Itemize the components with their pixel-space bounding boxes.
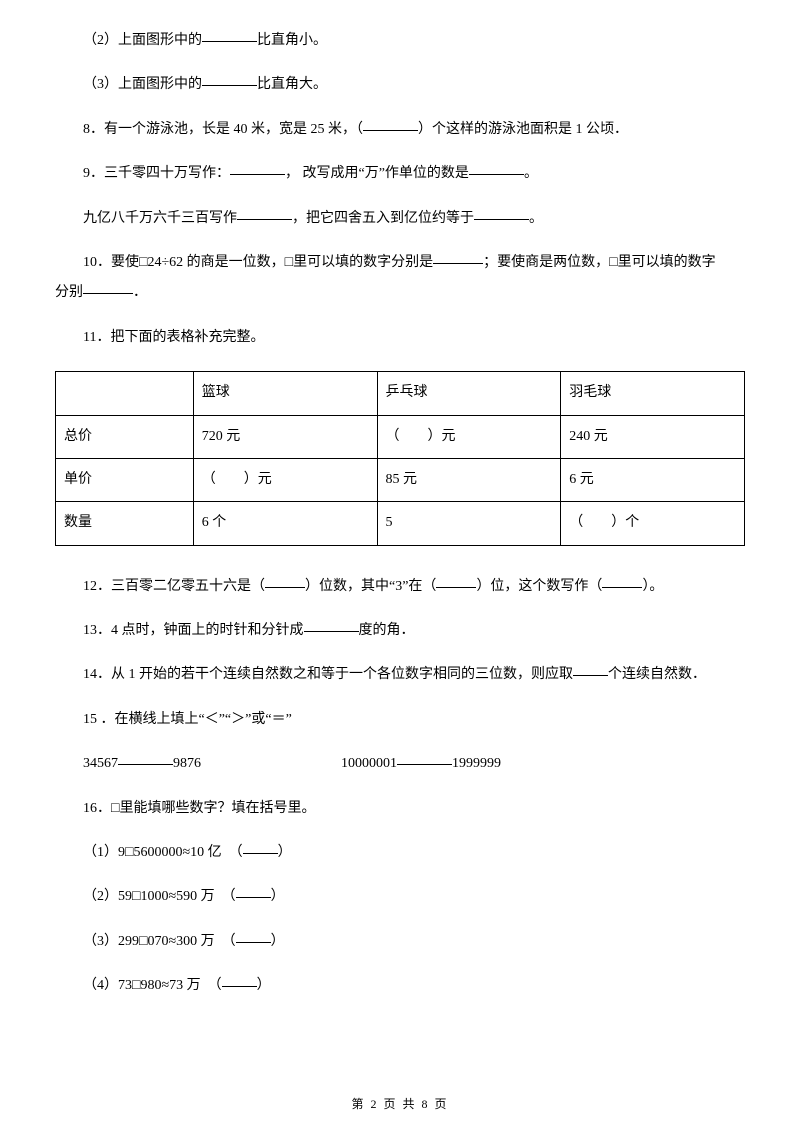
question-15: 15 ．在横线上填上“＜”“＞”或“＝” <box>55 709 745 731</box>
q12b: ）位数，其中“3”在（ <box>305 579 436 594</box>
blank <box>202 72 257 86</box>
q12d: ）。 <box>642 579 663 594</box>
q15b-left: 10000001 <box>341 756 397 771</box>
question-16-2: （2）59□1000≈590 万 （ ） <box>55 886 745 908</box>
question-14: 14．从 1 开始的若干个连续自然数之和等于一个各位数字相同的三位数，则应取 个连… <box>55 664 745 686</box>
q3-suffix: 比直角大。 <box>257 77 327 92</box>
question-9b: 九亿八千万六千三百写作 ，把它四舍五入到亿位约等于 。 <box>55 208 745 230</box>
blank <box>243 840 278 854</box>
q10d: ． <box>133 285 147 300</box>
q9b-suffix: 。 <box>529 211 543 226</box>
q9a-suffix: 。 <box>524 166 538 181</box>
question-16: 16．□里能填哪些数字？填在括号里。 <box>55 798 745 820</box>
q15a-left: 34567 <box>83 756 118 771</box>
cell: 总价 <box>56 415 194 458</box>
q16-3b: ） <box>271 934 285 949</box>
q15a-right: 9876 <box>173 756 201 771</box>
q2-suffix: 比直角小。 <box>257 33 327 48</box>
question-16-3: （3）299□070≈300 万 （ ） <box>55 931 745 953</box>
page-footer: 第 2 页 共 8 页 <box>0 1095 800 1114</box>
q3-prefix: （3）上面图形中的 <box>83 77 202 92</box>
cell: 5 <box>377 502 561 545</box>
blank <box>397 751 452 765</box>
question-9a: 9．三千零四十万写作： ， 改写成用“万”作单位的数是 。 <box>55 163 745 185</box>
q14b: 个连续自然数． <box>608 667 706 682</box>
blank <box>304 618 359 632</box>
cell: 85 元 <box>377 458 561 501</box>
blank <box>236 884 271 898</box>
blank <box>202 28 257 42</box>
q12c: ）位，这个数写作（ <box>476 579 602 594</box>
q16-text: 16．□里能填哪些数字？填在括号里。 <box>83 801 315 816</box>
question-16-4: （4）73□980≈73 万 （ ） <box>55 975 745 997</box>
cell: 数量 <box>56 502 194 545</box>
question-16-1: （1）9□5600000≈10 亿 （ ） <box>55 842 745 864</box>
blank <box>573 662 608 676</box>
question-12: 12．三百零二亿零五十六是（ ）位数，其中“3”在（ ）位，这个数写作（ ）。 <box>55 576 745 598</box>
q8-suffix: ）个这样的游泳池面积是 1 公顷． <box>418 122 628 137</box>
question-15-items: 34567 9876 10000001 1999999 <box>55 753 745 775</box>
q10c: 分别 <box>55 285 83 300</box>
blank <box>236 929 271 943</box>
q16-2a: （2）59□1000≈590 万 （ <box>83 889 236 904</box>
blank <box>83 280 133 294</box>
q10a: 10．要使□24÷62 的商是一位数，□里可以填的数字分别是 <box>83 255 433 270</box>
q13b: 度的角． <box>359 623 415 638</box>
blank <box>469 161 524 175</box>
q10b: ；要使商是两位数，□里可以填的数字 <box>483 255 715 270</box>
question-13: 13．4 点时，钟面上的时针和分针成 度的角． <box>55 620 745 642</box>
cell: （ ）元 <box>377 415 561 458</box>
q16-1b: ） <box>278 845 292 860</box>
question-3: （3）上面图形中的 比直角大。 <box>55 74 745 96</box>
cell: 240 元 <box>561 415 745 458</box>
table-row: 篮球 乒乓球 羽毛球 <box>56 372 745 415</box>
cell: 6 元 <box>561 458 745 501</box>
q16-4a: （4）73□980≈73 万 （ <box>83 978 222 993</box>
q14a: 14．从 1 开始的若干个连续自然数之和等于一个各位数字相同的三位数，则应取 <box>83 667 573 682</box>
q16-1a: （1）9□5600000≈10 亿 （ <box>83 845 243 860</box>
cell: 720 元 <box>193 415 377 458</box>
question-11-table: 篮球 乒乓球 羽毛球 总价 720 元 （ ）元 240 元 单价 （ ）元 8… <box>55 371 745 546</box>
cell: （ ）元 <box>193 458 377 501</box>
table-row: 数量 6 个 5 （ ）个 <box>56 502 745 545</box>
q15-text: 15 ．在横线上填上“＜”“＞”或“＝” <box>83 712 292 727</box>
blank <box>433 250 483 264</box>
q8-prefix: 8．有一个游泳池，长是 40 米，宽是 25 米，（ <box>83 122 363 137</box>
blank <box>230 161 285 175</box>
blank <box>474 206 529 220</box>
question-2: （2）上面图形中的 比直角小。 <box>55 30 745 52</box>
q9a-prefix: 9．三千零四十万写作： <box>83 166 230 181</box>
table-row: 单价 （ ）元 85 元 6 元 <box>56 458 745 501</box>
blank <box>265 574 305 588</box>
blank <box>602 574 642 588</box>
q9b-prefix: 九亿八千万六千三百写作 <box>83 211 237 226</box>
q13a: 13．4 点时，钟面上的时针和分针成 <box>83 623 304 638</box>
q12a: 12．三百零二亿零五十六是（ <box>83 579 265 594</box>
q16-4b: ） <box>257 978 271 993</box>
q2-prefix: （2）上面图形中的 <box>83 33 202 48</box>
cell: 单价 <box>56 458 194 501</box>
blank <box>222 973 257 987</box>
q11-text: 11．把下面的表格补充完整。 <box>83 330 264 345</box>
cell: 6 个 <box>193 502 377 545</box>
blank <box>237 206 292 220</box>
question-10-line1: 10．要使□24÷62 的商是一位数，□里可以填的数字分别是 ；要使商是两位数，□… <box>55 252 745 274</box>
cell: 羽毛球 <box>561 372 745 415</box>
q15b-right: 1999999 <box>452 756 501 771</box>
cell: 篮球 <box>193 372 377 415</box>
question-11: 11．把下面的表格补充完整。 <box>55 327 745 349</box>
question-10-line2: 分别 ． <box>55 282 745 304</box>
q16-3a: （3）299□070≈300 万 （ <box>83 934 236 949</box>
table-row: 总价 720 元 （ ）元 240 元 <box>56 415 745 458</box>
q9a-mid: ， 改写成用“万”作单位的数是 <box>285 166 469 181</box>
cell: （ ）个 <box>561 502 745 545</box>
blank <box>436 574 476 588</box>
question-8: 8．有一个游泳池，长是 40 米，宽是 25 米，（ ）个这样的游泳池面积是 1 … <box>55 119 745 141</box>
cell: 乒乓球 <box>377 372 561 415</box>
q9b-mid: ，把它四舍五入到亿位约等于 <box>292 211 474 226</box>
cell <box>56 372 194 415</box>
blank <box>363 117 418 131</box>
blank <box>118 751 173 765</box>
q16-2b: ） <box>271 889 285 904</box>
